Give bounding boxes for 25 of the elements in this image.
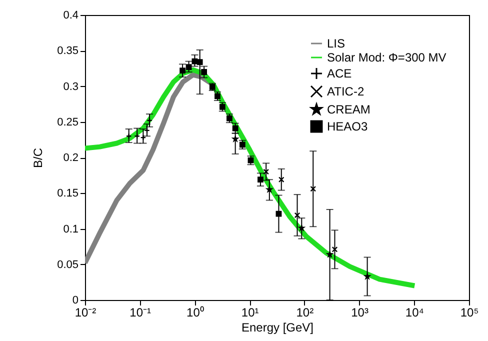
y-axis-title: B/C xyxy=(31,148,46,168)
y-tick-label: 0.4 xyxy=(63,10,78,22)
legend-label: ACE xyxy=(327,66,352,80)
y-tick-label: 0 xyxy=(72,294,78,306)
y-tick-label: 0.2 xyxy=(63,152,78,164)
y-tick-label: 0.05 xyxy=(57,258,78,271)
legend-label: HEAO3 xyxy=(327,120,368,134)
y-tick-label: 0.15 xyxy=(57,188,78,200)
legend-label: ATIC-2 xyxy=(327,84,364,98)
y-tick-label: 0.25 xyxy=(57,116,78,128)
y-tick-label: 0.1 xyxy=(63,223,78,236)
x-tick-label: 10⁻² xyxy=(74,306,96,320)
x-tick-label: 10⁴ xyxy=(405,306,424,320)
x-tick-label: 10⁰ xyxy=(186,306,204,320)
legend-label: CREAM xyxy=(327,102,370,116)
x-tick-label: 10¹ xyxy=(241,306,259,320)
legend-label: LIS xyxy=(327,36,346,50)
legend-label: Solar Mod: Φ=300 MV xyxy=(327,50,446,64)
x-tick-label: 10⁵ xyxy=(460,306,479,320)
x-tick-label: 10² xyxy=(296,306,314,320)
y-tick-label: 0.3 xyxy=(63,80,78,93)
x-tick-label: 10⁻¹ xyxy=(130,306,152,320)
y-tick-label: 0.35 xyxy=(57,45,78,58)
x-axis-title: Energy [GeV] xyxy=(241,320,314,334)
x-tick-label: 10³ xyxy=(351,306,368,320)
